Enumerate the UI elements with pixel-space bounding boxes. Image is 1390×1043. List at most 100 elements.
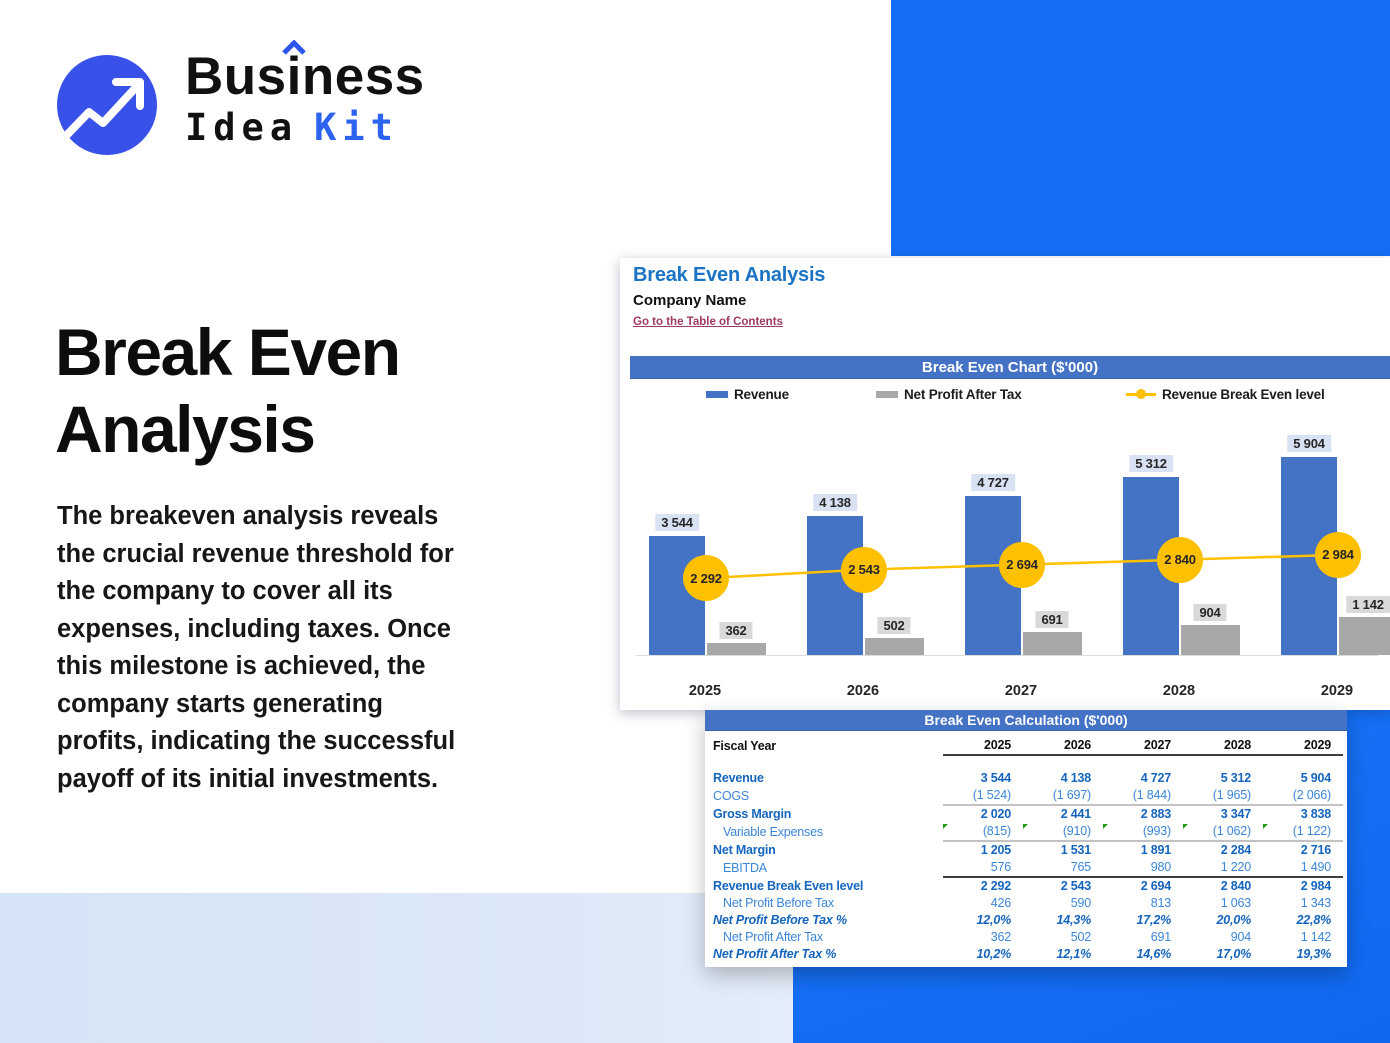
cell-value: 691 <box>1150 930 1171 944</box>
break-even-marker-2027: 2 694 <box>999 541 1045 588</box>
net-profit-data-label-2029: 1 142 <box>1346 595 1390 613</box>
table-row-net-profit-before-tax: Net Profit Before Tax 426 590 813 1 063 1 343 <box>713 895 1343 912</box>
row-label: Net Margin <box>713 842 776 857</box>
cell-value: 1 531 <box>1023 840 1103 859</box>
caret-accent-icon <box>282 40 306 55</box>
row-label: Variable Expenses <box>723 824 823 839</box>
page-title: Break Even Analysis <box>55 315 401 466</box>
net-profit-bar-2029 <box>1339 616 1390 655</box>
cell-value: (1 697) <box>1052 788 1091 802</box>
table-row-variable-expenses: Variable Expenses (815) (910) (993) (1 062)(… <box>713 823 1343 841</box>
cell-value: 3 544 <box>980 771 1011 785</box>
cell-value: 3 838 <box>1263 804 1343 823</box>
net-profit-bar-2025 <box>707 642 766 655</box>
revenue-data-label-2027: 4 727 <box>971 474 1015 492</box>
cell-value: 576 <box>990 860 1011 874</box>
table-row-net-profit-before-tax-: Net Profit Before Tax % 12,0% 14,3% 17,2% 20… <box>713 912 1343 929</box>
cell-value: 10,2% <box>976 947 1012 961</box>
cell-value: 765 <box>1070 860 1091 874</box>
net-profit-bar-2028 <box>1181 624 1240 655</box>
cell-value: 2 020 <box>943 804 1023 823</box>
revenue-data-label-2026: 4 138 <box>813 494 857 512</box>
background-blue-block-top-right <box>891 0 1390 256</box>
cell-value: 362 <box>990 930 1011 944</box>
year-header: 2027 <box>1103 737 1183 756</box>
table-row-revenue-break-even-level: Revenue Break Even level 2 292 2 543 2 694 2… <box>713 876 1343 895</box>
chart-baseline <box>636 655 1378 656</box>
table-row-revenue: Revenue 3 544 4 138 4 727 5 312 5 904 <box>713 770 1343 787</box>
cell-value: 904 <box>1230 930 1251 944</box>
row-label: COGS <box>713 788 750 803</box>
cell-value: (1 844) <box>1132 788 1171 802</box>
cell-value: 17,2% <box>1136 913 1172 927</box>
chart-header-bar: Break Even Chart ($'000) <box>630 356 1390 379</box>
cell-value: 2 284 <box>1183 840 1263 859</box>
cell-value: 1 891 <box>1103 840 1183 859</box>
revenue-swatch-icon <box>706 390 728 398</box>
break-even-calculation-table: Fiscal Year 2025 2026 2027 2028 2029 Revenue 3 … <box>713 737 1343 963</box>
year-header: 2025 <box>943 737 1023 756</box>
spreadsheet-table-card: Break Even Calculation ($'000) Fiscal Ye… <box>705 710 1347 967</box>
cell-value: 12,1% <box>1056 947 1092 961</box>
revenue-data-label-2028: 5 312 <box>1129 454 1173 472</box>
cell-value: 502 <box>1070 930 1091 944</box>
cell-value: (1 122) <box>1263 823 1343 841</box>
cell-value: 2 984 <box>1263 876 1343 895</box>
table-row-gross-margin: Gross Margin 2 020 2 441 2 883 3 347 3 838 <box>713 804 1343 823</box>
net-profit-data-label-2025: 362 <box>719 621 753 639</box>
cell-value: 590 <box>1070 896 1091 910</box>
table-row-net-profit-after-tax-: Net Profit After Tax % 10,2% 12,1% 14,6% 17,… <box>713 946 1343 963</box>
fiscal-year-label: Fiscal Year <box>713 738 776 753</box>
brand-logo: Business Idea Kit <box>57 40 577 168</box>
net-profit-bar-2027 <box>1023 631 1082 655</box>
legend-item-revenue: Revenue <box>706 385 789 403</box>
net-profit-data-label-2028: 904 <box>1193 603 1227 621</box>
row-label: Revenue <box>713 771 764 785</box>
cell-value: 1 220 <box>1220 860 1251 874</box>
row-label: Gross Margin <box>713 806 792 821</box>
x-axis-label-2025: 2025 <box>688 683 722 699</box>
cell-value: 22,8% <box>1296 913 1332 927</box>
cell-value: (1 524) <box>972 788 1011 802</box>
break-even-marker-2028: 2 840 <box>1157 536 1203 583</box>
cell-value: 20,0% <box>1216 913 1252 927</box>
revenue-data-label-2029: 5 904 <box>1287 434 1331 452</box>
break-even-marker-2025: 2 292 <box>683 555 729 602</box>
table-of-contents-link[interactable]: Go to the Table of Contents <box>633 316 783 328</box>
net-profit-swatch-icon <box>876 390 898 398</box>
break-even-chart-plot: 3 544 362 2025 4 138 502 2026 4 727 691 2027 5 31… <box>620 258 1390 710</box>
cell-value: (2 066) <box>1292 788 1331 802</box>
cell-value: 3 347 <box>1183 804 1263 823</box>
background-light-blue-strip <box>0 893 800 1043</box>
spacer-row <box>713 755 1343 770</box>
year-header: 2028 <box>1183 737 1263 756</box>
x-axis-label-2027: 2027 <box>1004 683 1038 699</box>
x-axis-label-2029: 2029 <box>1320 683 1354 699</box>
cell-value: (993) <box>1103 823 1183 841</box>
table-row-net-profit-after-tax: Net Profit After Tax 362 502 691 904 1 142 <box>713 929 1343 946</box>
cell-value: 19,3% <box>1296 947 1332 961</box>
cell-value: 5 312 <box>1220 771 1251 785</box>
cell-value: 12,0% <box>976 913 1012 927</box>
cell-value: 813 <box>1150 896 1171 910</box>
row-label: Net Profit After Tax % <box>713 947 837 961</box>
cell-value: 2 840 <box>1183 876 1263 895</box>
cell-value: 1 063 <box>1220 896 1251 910</box>
brand-word-business: Business <box>185 40 425 106</box>
row-label: Net Profit Before Tax <box>723 896 834 910</box>
legend-item-break-even: Revenue Break Even level <box>1126 385 1325 403</box>
cell-value: 2 716 <box>1263 840 1343 859</box>
row-label: Revenue Break Even level <box>713 878 864 893</box>
calc-header-bar: Break Even Calculation ($'000) <box>705 710 1347 731</box>
table-row-cogs: COGS (1 524) (1 697) (1 844) (1 965) (2 066) <box>713 787 1343 805</box>
cell-value: 2 694 <box>1103 876 1183 895</box>
page-description: The breakeven analysis reveals the cruci… <box>57 502 456 793</box>
cell-value: 2 441 <box>1023 804 1103 823</box>
break-even-line-swatch-icon <box>1126 389 1156 399</box>
net-profit-data-label-2026: 502 <box>877 617 911 635</box>
cell-value: 1 490 <box>1300 860 1331 874</box>
cell-value: 17,0% <box>1216 947 1252 961</box>
x-axis-label-2028: 2028 <box>1162 683 1196 699</box>
cell-value: 4 727 <box>1140 771 1171 785</box>
cell-value: 980 <box>1150 860 1171 874</box>
